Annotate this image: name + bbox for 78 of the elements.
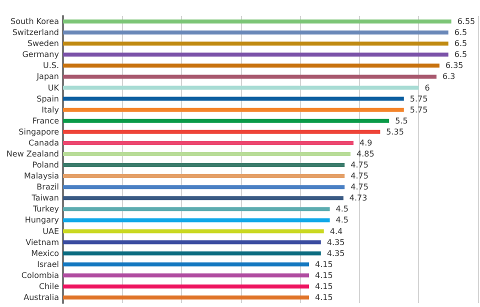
bar	[63, 64, 440, 68]
bar	[63, 207, 330, 212]
y-tick-label: Brazil	[36, 182, 59, 192]
data-label: 4.9	[360, 138, 372, 148]
data-label: 6.55	[457, 17, 476, 26]
data-label: 6.5	[454, 50, 468, 60]
y-tick-label: Canada	[28, 138, 60, 148]
data-label: 6.5	[454, 39, 468, 48]
y-tick-label: Taiwan	[30, 194, 59, 203]
y-tick-label: New Zealand	[6, 149, 59, 158]
bar	[63, 20, 452, 24]
y-tick-label: Colombia	[21, 270, 60, 280]
y-tick-label: UK	[48, 83, 60, 92]
bar	[63, 130, 380, 134]
y-tick-label: Poland	[32, 160, 59, 170]
y-tick-label: Sweden	[27, 39, 59, 48]
data-label: 4.15	[315, 292, 333, 302]
data-label: 4.35	[326, 238, 345, 247]
data-label: 5.5	[395, 116, 408, 126]
y-tick-label: Japan	[36, 72, 59, 82]
y-tick-label: Mexico	[31, 248, 60, 258]
y-tick-label: Switzerland	[12, 28, 59, 38]
y-tick-label: Singapore	[18, 127, 60, 136]
y-tick-label: Spain	[36, 94, 59, 104]
data-label: 4.15	[315, 260, 333, 269]
y-tick-label: U.S.	[42, 61, 59, 70]
bar	[63, 196, 344, 200]
bar	[63, 284, 310, 288]
y-tick-label: Australia	[24, 292, 60, 302]
bar	[63, 295, 310, 300]
data-label: 6.5	[454, 28, 468, 38]
y-tick-label: Germany	[22, 50, 60, 60]
data-label: 4.15	[315, 282, 333, 291]
data-label: 6.35	[445, 61, 464, 70]
y-tick-label: Malaysia	[24, 172, 60, 181]
y-tick-label: UAE	[42, 226, 59, 236]
data-label: 5.35	[386, 127, 404, 136]
data-label: 6.3	[442, 72, 456, 82]
bar	[63, 30, 448, 35]
bar	[63, 218, 330, 222]
data-label: 4.15	[315, 270, 333, 280]
bar	[63, 240, 321, 244]
data-label: 5.75	[410, 105, 428, 114]
bar	[63, 118, 390, 123]
bar	[63, 163, 345, 168]
bar	[63, 74, 436, 79]
bar	[63, 52, 448, 57]
data-label: 4.75	[350, 182, 368, 192]
y-tick-label: Chile	[38, 282, 60, 291]
y-tick-label: Italy	[42, 105, 60, 114]
bar	[63, 262, 310, 266]
data-label: 4.35	[326, 248, 345, 258]
bar	[63, 174, 345, 178]
data-label: 4.5	[336, 204, 349, 214]
bar	[63, 140, 354, 145]
data-label: 6	[424, 83, 430, 92]
bar	[63, 273, 310, 278]
y-tick-label: Vietnam	[26, 238, 60, 247]
bar	[63, 185, 345, 190]
y-tick-label: Hungary	[24, 216, 60, 225]
bar	[63, 152, 351, 156]
data-label: 4.75	[350, 160, 368, 170]
y-tick-label: Turkey	[32, 204, 60, 214]
data-label: 4.75	[350, 172, 368, 181]
bar	[63, 251, 321, 256]
data-label: 4.4	[330, 226, 343, 236]
data-label: 4.73	[349, 194, 368, 203]
bar	[63, 96, 404, 101]
data-label: 5.75	[410, 94, 428, 104]
bar	[63, 108, 404, 112]
bar	[63, 42, 448, 46]
y-tick-label: France	[32, 116, 60, 126]
bar	[63, 229, 324, 234]
y-tick-label: Israel	[37, 260, 59, 269]
bar	[63, 86, 419, 90]
data-label: 4.85	[356, 149, 374, 158]
data-label: 4.5	[336, 216, 349, 225]
y-tick-label: South Korea	[10, 17, 60, 26]
